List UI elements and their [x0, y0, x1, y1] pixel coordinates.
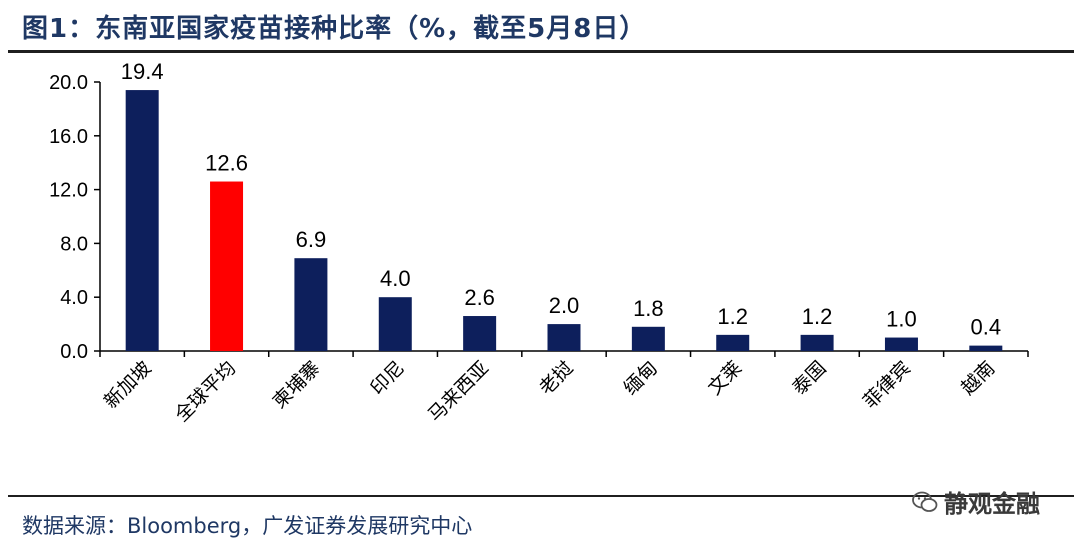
- category-label: 柬埔寨: [269, 357, 325, 413]
- category-label: 全球平均: [171, 357, 240, 426]
- bar: [969, 345, 1003, 351]
- bar: [294, 258, 328, 351]
- watermark: 静观金融: [912, 484, 1040, 519]
- title-rule: [8, 50, 1074, 53]
- category-label: 老挝: [535, 357, 577, 399]
- data-label: 1.0: [886, 307, 917, 332]
- data-label: 4.0: [380, 266, 411, 291]
- chart-title: 图1：东南亚国家疫苗接种比率（%，截至5月8日）: [22, 14, 647, 44]
- bar: [800, 334, 834, 351]
- bar: [125, 90, 159, 351]
- category-label: 越南: [957, 357, 999, 399]
- category-label: 文莱: [704, 357, 746, 399]
- bar: [547, 324, 581, 351]
- bar: [210, 181, 244, 351]
- data-label: 1.8: [633, 296, 664, 321]
- data-label: 1.2: [717, 304, 748, 329]
- y-tick-label: 16.0: [49, 126, 88, 148]
- category-label: 泰国: [788, 357, 830, 399]
- bar: [884, 337, 918, 351]
- y-tick-label: 0.0: [60, 341, 88, 363]
- data-label: 2.0: [549, 293, 580, 318]
- bar: [716, 334, 750, 351]
- bar: [463, 316, 497, 351]
- y-tick-label: 4.0: [60, 287, 88, 309]
- category-label: 新加坡: [100, 357, 156, 413]
- data-label: 12.6: [205, 151, 248, 176]
- category-label: 缅甸: [619, 357, 661, 399]
- bar-chart: 0.0 4.0 8.0 12.0 16.0 20.0 19.4 新加坡 12.6 全球平均 6.9 柬…: [49, 59, 1029, 426]
- source-note: 数据来源：Bloomberg，广发证券发展研究中心: [22, 514, 473, 538]
- wechat-icon: [912, 491, 938, 512]
- y-tick-label: 20.0: [49, 72, 88, 94]
- y-tick-label: 8.0: [60, 233, 88, 255]
- data-label: 2.6: [464, 285, 495, 310]
- watermark-text: 静观金融: [944, 490, 1040, 518]
- category-label: 菲律宾: [859, 357, 915, 413]
- category-label: 马来西亚: [424, 357, 493, 426]
- data-label: 6.9: [296, 227, 327, 252]
- bar: [378, 297, 412, 351]
- footer-rule: [8, 495, 1074, 497]
- data-label: 0.4: [971, 315, 1002, 340]
- bar: [631, 326, 665, 351]
- y-tick-label: 12.0: [49, 180, 88, 202]
- data-label: 1.2: [802, 304, 833, 329]
- category-label: 印尼: [366, 357, 408, 399]
- data-label: 19.4: [121, 59, 164, 84]
